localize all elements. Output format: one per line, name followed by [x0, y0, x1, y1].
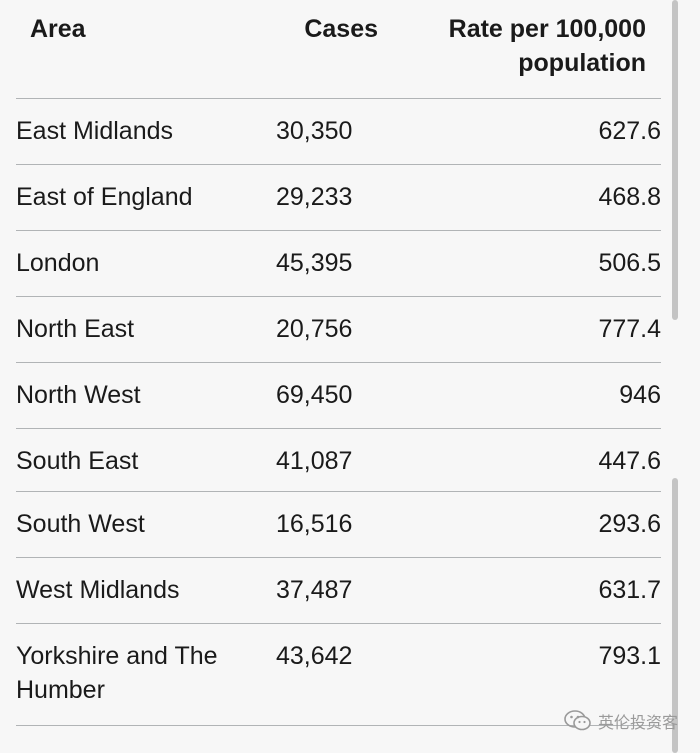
scrollbar[interactable] — [668, 0, 682, 753]
cell-rate: 631.7 — [598, 576, 661, 604]
cell-rate: 506.5 — [598, 249, 661, 277]
header-area[interactable]: Area — [30, 15, 86, 43]
cell-cases: 37,487 — [276, 576, 353, 604]
table-body: East Midlands 30,350 627.6 East of England 2… — [16, 99, 661, 726]
cell-area: West Midlands — [16, 576, 180, 604]
header-rate[interactable]: Rate per 100,000 population — [448, 15, 646, 77]
cell-area: North West — [16, 381, 141, 409]
table-row: East of England 29,233 468.8 — [16, 165, 661, 231]
table-row: Yorkshire and The Humber 43,642 793.1 — [16, 624, 661, 726]
cell-cases: 20,756 — [276, 315, 353, 343]
cell-area: East Midlands — [16, 117, 174, 145]
cell-cases: 45,395 — [276, 249, 353, 277]
watermark: 英伦投资客 — [564, 709, 678, 733]
cell-rate: 777.4 — [598, 315, 661, 343]
cell-cases: 69,450 — [276, 381, 353, 409]
table-row: West Midlands 37,487 631.7 — [16, 558, 661, 624]
scrollbar-thumb-lower[interactable] — [672, 478, 678, 753]
table-header: Area Cases Rate per 100,000 population — [16, 0, 661, 99]
table-row: London 45,395 506.5 — [16, 231, 661, 297]
cases-table: Area Cases Rate per 100,000 population E… — [16, 0, 661, 726]
cell-rate: 793.1 — [598, 642, 661, 670]
cell-rate: 627.6 — [598, 117, 661, 145]
cell-rate: 447.6 — [598, 447, 661, 475]
table-row: North East 20,756 777.4 — [16, 297, 661, 363]
cell-cases: 29,233 — [276, 183, 353, 211]
table-row: South West 16,516 293.6 — [16, 492, 661, 558]
cell-area: South West — [16, 510, 145, 538]
cell-area: Yorkshire and The Humber — [16, 642, 218, 704]
table-row: East Midlands 30,350 627.6 — [16, 99, 661, 165]
cell-area: East of England — [16, 183, 193, 211]
header-cases[interactable]: Cases — [304, 15, 378, 43]
cell-cases: 43,642 — [276, 642, 353, 670]
cell-area: South East — [16, 447, 139, 475]
scrollbar-thumb-upper[interactable] — [672, 0, 678, 320]
cell-rate: 468.8 — [598, 183, 661, 211]
watermark-text: 英伦投资客 — [597, 713, 678, 732]
cell-area: North East — [16, 315, 135, 343]
cell-cases: 16,516 — [276, 510, 353, 538]
table-row: South East 41,087 447.6 — [16, 429, 661, 492]
table-row: North West 69,450 946 — [16, 363, 661, 429]
cell-cases: 41,087 — [276, 447, 353, 475]
cell-area: London — [16, 249, 100, 277]
cell-rate: 293.6 — [598, 510, 661, 538]
cell-cases: 30,350 — [276, 117, 353, 145]
cell-rate: 946 — [619, 381, 661, 409]
wechat-icon — [564, 710, 591, 731]
